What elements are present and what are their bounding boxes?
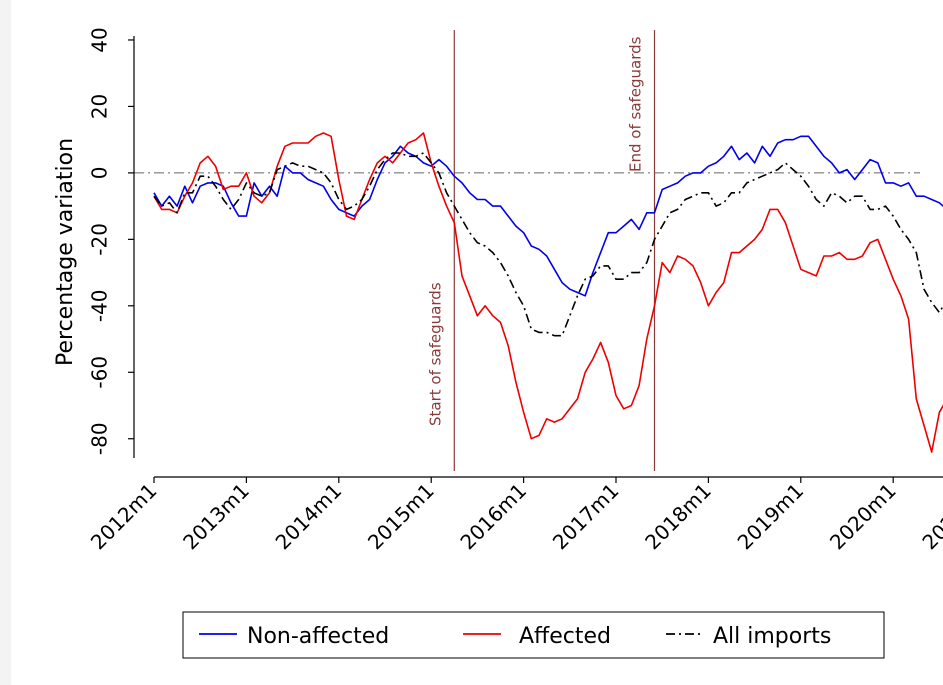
y-tick-label: -80	[88, 422, 112, 455]
legend-label-affected: Affected	[519, 624, 611, 649]
legend-label-all-imports: All imports	[713, 624, 831, 649]
y-tick-label: -40	[88, 289, 112, 322]
y-axis-title: Percentage variation	[53, 138, 78, 366]
legend-box	[182, 611, 885, 659]
y-tick-label: 40	[88, 27, 112, 52]
y-tick-label: -20	[88, 223, 112, 256]
legend: Non-affected Affected All imports	[182, 611, 885, 659]
legend-label-non-affected: Non-affected	[247, 624, 389, 649]
series-line-all-imports	[153, 152, 943, 337]
series-line-affected	[153, 132, 943, 453]
event-label-2: End of safeguards	[627, 36, 645, 172]
event-label-1: Start of safeguards	[426, 282, 444, 426]
y-tick-label: 20	[88, 94, 112, 119]
y-tick-label: 0	[88, 167, 112, 180]
left-margin-strip	[0, 0, 11, 685]
y-tick-label: -60	[88, 356, 112, 389]
plot-area: Start of safeguards End of safeguards	[134, 30, 943, 471]
series-line-non-affected	[153, 135, 943, 297]
